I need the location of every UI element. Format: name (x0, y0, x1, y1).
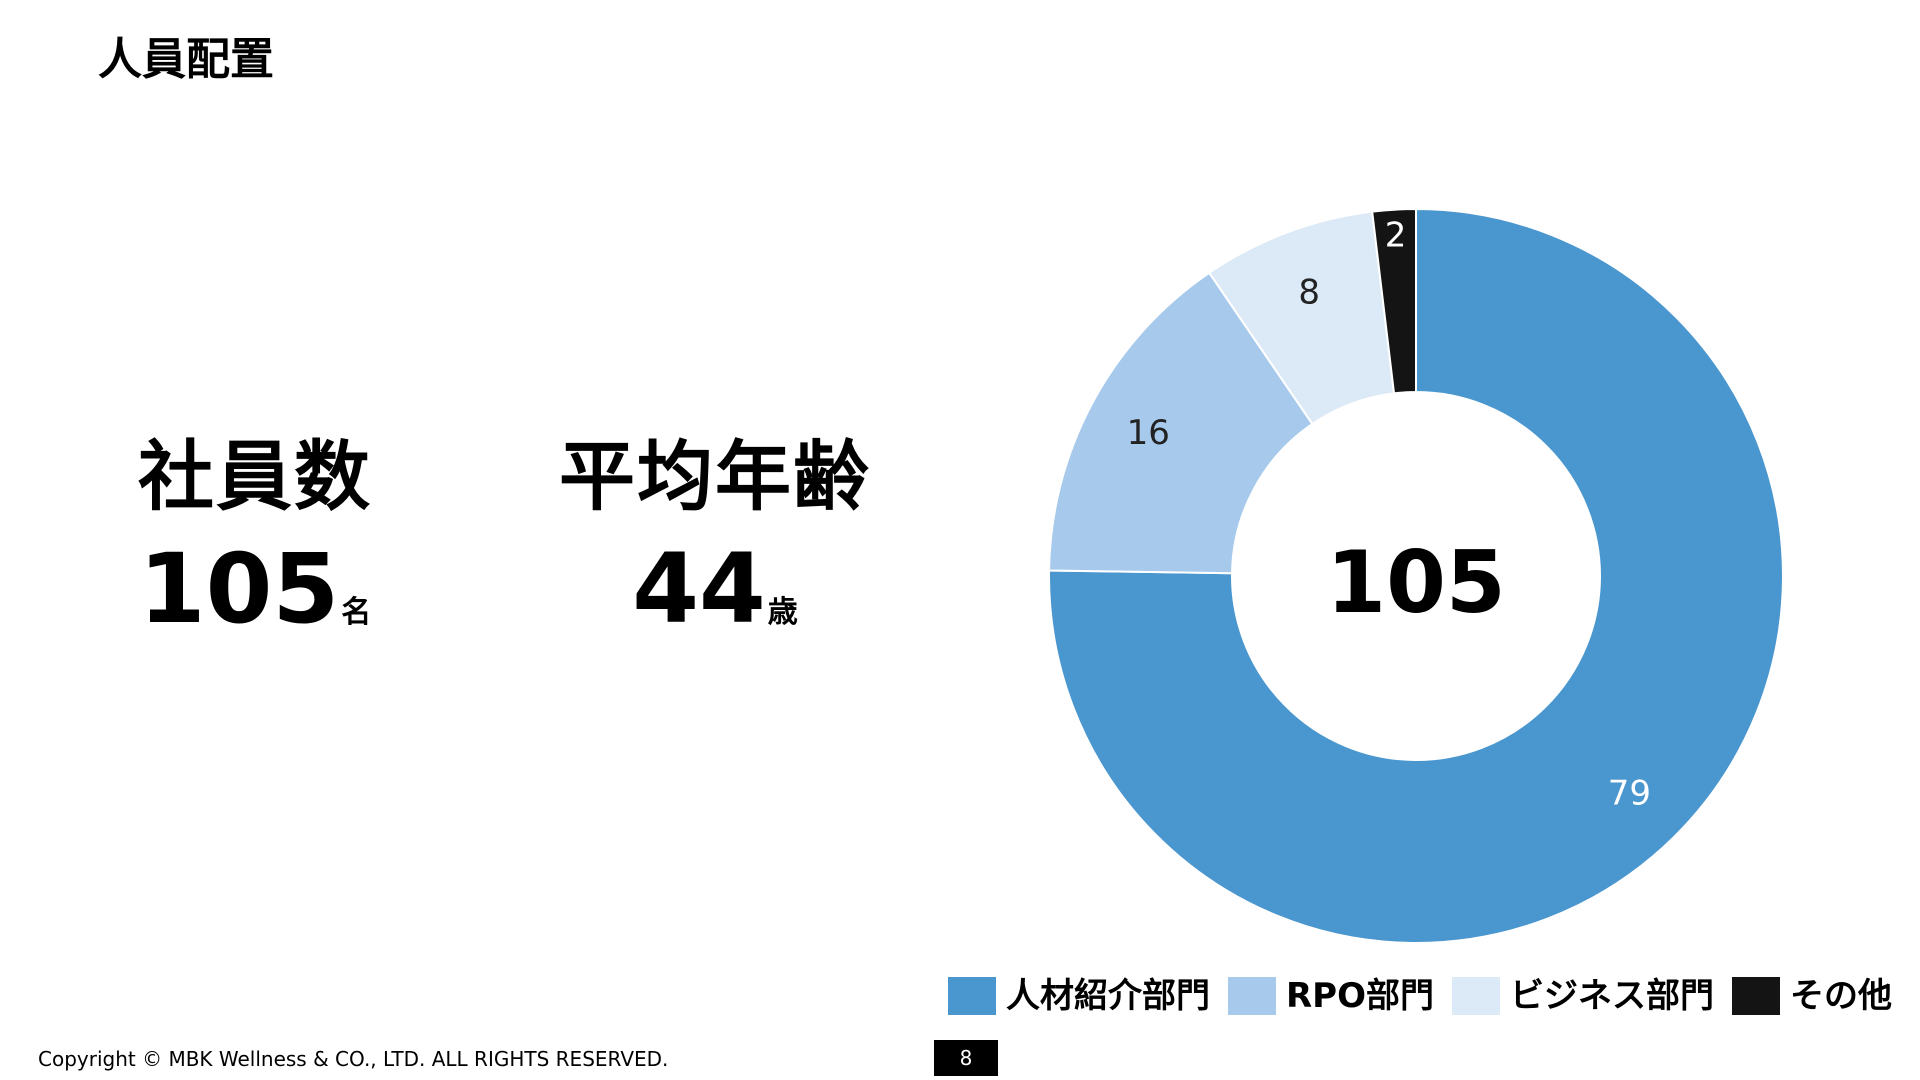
average-age-unit: 歳 (767, 595, 798, 630)
donut-center-label: 105 (1326, 533, 1506, 633)
average-age-stat: 平均年齢 44歳 (505, 432, 925, 662)
donut-data-label-1: 79 (1608, 774, 1651, 814)
donut-slice-4 (1371, 207, 1417, 395)
donut-data-label-3: 8 (1298, 272, 1320, 312)
page-title: 人員配置 (98, 34, 274, 85)
legend-item-2: RPO部門 (1228, 972, 1434, 1020)
legend-swatch (1452, 977, 1501, 1015)
donut-slice-2 (1048, 271, 1314, 575)
donut-data-label-4: 2 (1385, 216, 1407, 256)
legend-item-3: ビジネス部門 (1452, 972, 1714, 1020)
legend-swatch (948, 977, 996, 1015)
legend-label: ビジネス部門 (1510, 976, 1715, 1016)
legend-item-4: その他 (1732, 972, 1892, 1020)
average-age-value-group: 44歳 (505, 541, 925, 662)
copyright-footer: Copyright © MBK Wellness & CO., LTD. ALL… (38, 1047, 669, 1071)
donut-slice-1 (1048, 207, 1784, 944)
donut-slice-labels: 79 16 8 2 (1127, 216, 1651, 814)
average-age-label: 平均年齢 (559, 432, 871, 521)
legend-item-1: 人材紹介部門 (948, 972, 1210, 1020)
donut-data-label-2: 16 (1127, 413, 1170, 453)
page-number: 8 (934, 1040, 998, 1076)
legend-label: RPO部門 (1286, 976, 1435, 1016)
employee-count-stat: 社員数 105名 (45, 432, 465, 662)
employee-count-value-group: 105名 (45, 541, 465, 662)
legend-swatch (1732, 977, 1781, 1015)
chart-legend: 人材紹介部門 RPO部門 ビジネス部門 その他 (948, 972, 1910, 1020)
employee-count-unit: 名 (341, 595, 372, 630)
employee-count-label: 社員数 (138, 432, 372, 521)
average-age-value: 44 (632, 533, 766, 645)
employee-count-value: 105 (138, 533, 340, 645)
donut-slices (1048, 207, 1784, 944)
legend-label: その他 (1790, 976, 1893, 1016)
legend-swatch (1228, 977, 1276, 1015)
legend-label: 人材紹介部門 (1006, 976, 1210, 1016)
